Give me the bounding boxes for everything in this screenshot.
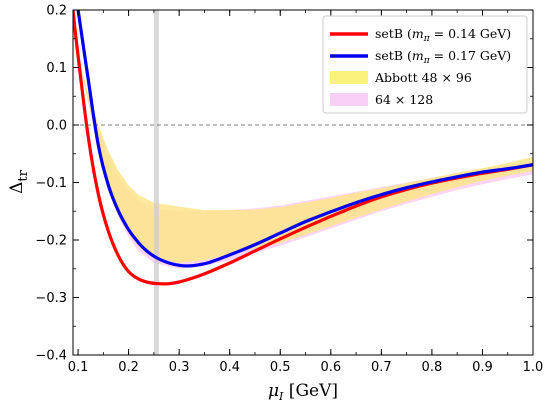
legend-swatch-64x128 (330, 93, 368, 106)
y-tick-label: −0.2 (35, 234, 67, 249)
legend-setb-014-subscript: π (423, 34, 431, 44)
legend: setB (mπ = 0.14 GeV) setB (mπ = 0.17 GeV… (322, 15, 528, 114)
x-tick-label: 0.4 (219, 360, 240, 375)
tick-labels: 0.1 0.2 0.3 0.4 0.5 0.6 0.7 0.8 0.9 1.0 −0.4 −0.3 −0… (35, 4, 543, 376)
legend-setb-017-value: = 0.17 GeV) (430, 48, 512, 63)
y-tick-label: 0.0 (46, 119, 67, 134)
y-axis-label-symbol: Δ (7, 182, 27, 194)
legend-setb-014-prefix: setB ( (375, 26, 412, 41)
series-setb-017-line (76, 10, 533, 268)
y-axis-label: Δtr (7, 169, 31, 194)
x-tick-label: 0.6 (320, 360, 341, 375)
vertical-marker-band (153, 10, 159, 355)
x-axis-label: μI [GeV] (268, 381, 338, 403)
legend-setb-014-mass: m (412, 26, 424, 41)
band-abbott (78, 56, 533, 263)
legend-label-setb-017: setB (mπ = 0.17 GeV) (375, 48, 511, 66)
legend-setb-017-subscript: π (423, 56, 431, 66)
y-tick-label: 0.2 (46, 4, 67, 19)
y-tick-label: −0.4 (35, 349, 67, 364)
legend-setb-017-prefix: setB ( (375, 48, 412, 63)
legend-label-abbott: Abbott 48 × 96 (374, 70, 472, 85)
y-tick-label: −0.1 (35, 176, 67, 191)
x-tick-label: 0.7 (371, 360, 392, 375)
legend-frame (322, 15, 528, 114)
y-axis-label-subscript: tr (16, 169, 31, 181)
legend-setb-017-mass: m (412, 48, 424, 63)
x-tick-label: 0.2 (118, 360, 139, 375)
legend-label-64x128: 64 × 128 (375, 92, 433, 107)
legend-label-setb-014: setB (mπ = 0.14 GeV) (375, 26, 511, 44)
x-tick-label: 0.3 (169, 360, 190, 375)
x-axis-label-subscript: I (278, 390, 284, 403)
x-tick-label: 1.0 (523, 360, 544, 375)
plot-area (73, 10, 533, 355)
x-tick-label: 0.1 (68, 360, 89, 375)
legend-setb-014-value: = 0.14 GeV) (430, 26, 512, 41)
y-tick-label: 0.1 (46, 61, 67, 76)
x-tick-label: 0.8 (422, 360, 443, 375)
legend-swatch-abbott (330, 71, 368, 84)
x-tick-label: 0.5 (270, 360, 291, 375)
x-axis-label-unit: [GeV] (283, 381, 338, 401)
x-axis-label-symbol: μ (268, 381, 279, 401)
axes (72, 9, 534, 356)
x-tick-label: 0.9 (472, 360, 493, 375)
y-tick-label: −0.3 (35, 291, 67, 306)
